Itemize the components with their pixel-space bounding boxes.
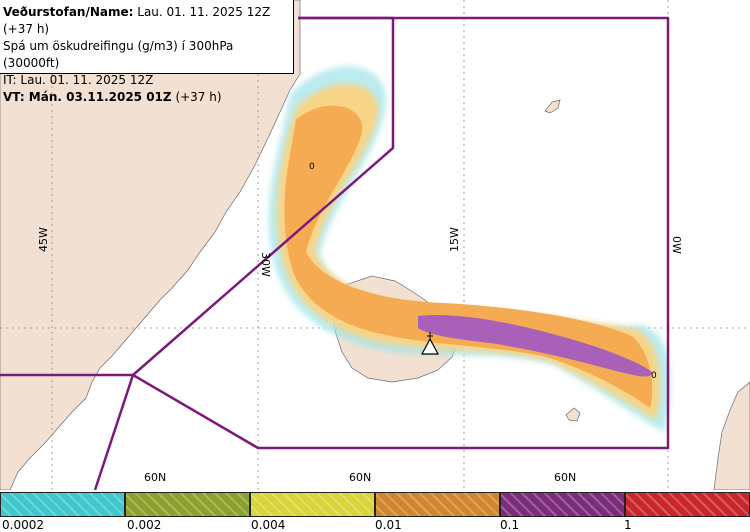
greenland-land <box>0 0 301 490</box>
jan-mayen-land <box>544 99 561 114</box>
contour-label-2: 0 <box>651 371 657 381</box>
initial-time: IT: Lau. 01. 11. 2025 12Z <box>3 73 154 87</box>
ash-forecast-map: 45W 30W 15W 0W 60N 60N 60N 0 0 <box>0 0 750 490</box>
valid-time: VT: Mán. 03.11.2025 01Z <box>3 90 172 104</box>
legend-swatch-5 <box>500 492 625 517</box>
legend-swatch-4 <box>375 492 500 517</box>
legend-tick-5: 0.1 <box>500 518 520 532</box>
legend-swatch-1 <box>0 492 125 517</box>
volcano-triangle-icon <box>421 332 439 355</box>
legend-swatch-2 <box>125 492 250 517</box>
contour-label-1: 0 <box>309 162 315 172</box>
legend-tick-4: 0.01 <box>375 518 402 532</box>
concentration-legend: 0.0002 0.002 0.004 0.01 0.1 1 <box>0 490 750 532</box>
legend-tick-6: 1 <box>624 518 632 532</box>
issue-time: Lau. 01. 11. 2025 12Z (+37 h) <box>3 5 271 36</box>
norway-land <box>713 381 750 490</box>
fir-boundary <box>0 16 670 490</box>
lon-label-30w: 30W <box>259 252 272 277</box>
valid-offset: (+37 h) <box>175 90 222 104</box>
ash-cloud <box>268 66 671 433</box>
lon-label-45w: 45W <box>37 227 50 252</box>
legend-tick-1: 0.0002 <box>2 518 44 532</box>
lat-label-1: 60N <box>144 471 166 484</box>
issuer-label: Veðurstofan/Name: <box>3 5 134 19</box>
lat-label-2: 60N <box>349 471 371 484</box>
faroe-land <box>565 407 581 422</box>
legend-tick-3: 0.004 <box>251 518 286 532</box>
legend-tick-2: 0.002 <box>127 518 162 532</box>
lon-label-0w: 0W <box>670 236 683 254</box>
forecast-info-box: Veðurstofan/Name: Lau. 01. 11. 2025 12Z … <box>0 0 294 104</box>
lat-label-3: 60N <box>554 471 576 484</box>
legend-swatch-6 <box>625 492 750 517</box>
legend-swatch-3 <box>250 492 375 517</box>
forecast-description: Spá um öskudreifingu (g/m3) í 300hPa (30… <box>3 39 234 70</box>
ash-high-core <box>418 314 652 377</box>
lon-label-15w: 15W <box>448 227 461 252</box>
